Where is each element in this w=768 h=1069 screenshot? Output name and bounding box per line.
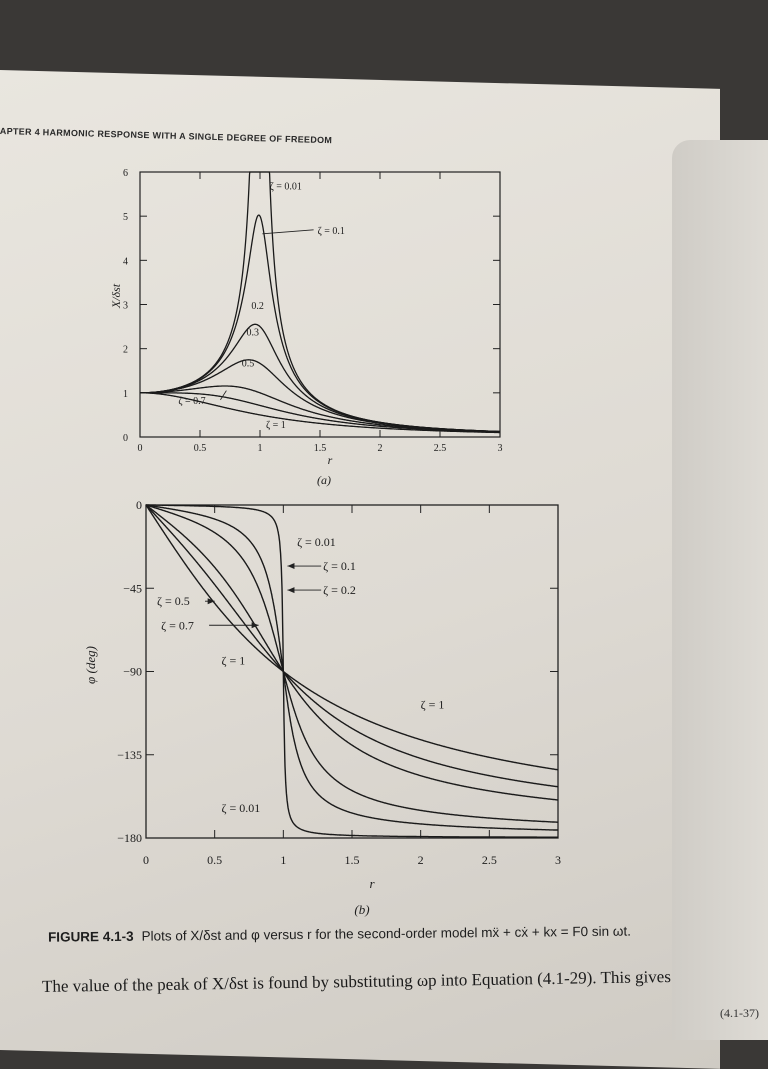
panel-b-curve-label: ζ = 0.5 <box>157 594 190 608</box>
panel-a-curve <box>140 392 500 434</box>
panel-b-ytick-label: −90 <box>123 665 142 679</box>
panel-b-label-arrowhead <box>287 587 295 594</box>
panel-a-curve <box>140 392 500 433</box>
panel-b-xtick-label: 3 <box>555 853 561 867</box>
panel-a-xtick-label: 1.5 <box>314 443 327 454</box>
panel-a-label: (a) <box>317 473 331 487</box>
panel-a-ytick-label: 0 <box>123 433 128 444</box>
panel-b-ytick-label: 0 <box>136 498 142 512</box>
panel-a-ylabel: X/δst <box>109 283 123 309</box>
panel-b-xtick-label: 1 <box>280 853 286 867</box>
panel-a: 0 0.5 1 1.5 2 2.5 3 0 1 2 3 4 5 6 ζ = 0.01 ζ = 0.1 0.2 0… <box>109 168 503 487</box>
panel-b-curve-label: ζ = 0.01 <box>297 535 336 549</box>
panel-b-curve <box>145 504 559 771</box>
panel-b-xtick-label: 0.5 <box>207 853 222 867</box>
panel-b-curve <box>146 504 558 838</box>
panel-b-label-arrowhead <box>207 598 215 605</box>
panel-b-curve <box>145 504 558 831</box>
figure-caption-label: FIGURE 4.1-3 <box>47 928 134 945</box>
next-page-edge <box>672 140 768 1040</box>
panel-a-xtick-label: 3 <box>498 443 503 454</box>
panel-b-label: (b) <box>354 902 369 917</box>
panel-b-annotation: ζ = 1 <box>421 698 445 712</box>
panel-b-ylabel: φ (deg) <box>83 646 98 684</box>
panel-a-curve-label: ζ = 1 <box>266 420 286 431</box>
panel-b-curve-label: ζ = 0.2 <box>323 583 356 597</box>
panel-b-curve-label: ζ = 1 <box>222 653 246 667</box>
panel-a-ytick-label: 5 <box>123 212 128 223</box>
panel-a-curve-label: 0.3 <box>247 327 260 338</box>
panel-b: 0 0.5 1 1.5 2 2.5 3 0 −45 −90 −135 −180 ζ = 0.01 ζ =… <box>83 498 561 917</box>
panel-b-annotation: ζ = 0.01 <box>222 801 261 815</box>
panel-a-ytick-label: 6 <box>123 168 128 179</box>
panel-a-xlabel: r <box>328 453 333 467</box>
panel-b-ytick-label: −135 <box>117 748 142 762</box>
panel-a-curve-label: 0.5 <box>242 358 255 369</box>
panel-a-curve-label: ζ = 0.01 <box>270 182 302 193</box>
panel-b-ytick-label: −180 <box>117 831 142 845</box>
panel-a-label-leader <box>262 229 314 235</box>
panel-a-curve <box>140 171 500 433</box>
panel-a-ytick-label: 4 <box>123 256 128 267</box>
panel-b-xtick-label: 2 <box>418 853 424 867</box>
panel-b-xtick-label: 0 <box>143 853 149 867</box>
panel-b-curve-label: ζ = 0.1 <box>323 559 356 573</box>
panel-b-curve <box>145 504 559 801</box>
panel-a-curve-label: ζ = 0.1 <box>318 226 345 237</box>
panel-b-curve <box>145 504 559 788</box>
panel-b-xtick-label: 1.5 <box>345 853 360 867</box>
panel-a-ytick-label: 2 <box>123 345 128 356</box>
panel-b-label-arrowhead <box>287 563 295 570</box>
panel-b-label-arrowhead <box>251 622 259 629</box>
panel-a-curve-label: ζ = 0.7 <box>178 396 205 407</box>
panel-a-ytick-label: 3 <box>123 301 128 312</box>
panel-a-curve <box>140 323 500 433</box>
panel-a-label-leader <box>220 390 227 401</box>
panel-a-xtick-label: 2 <box>378 443 383 454</box>
panel-b-frame <box>145 504 559 839</box>
panel-b-ytick-label: −45 <box>123 581 142 595</box>
panel-b-curve <box>145 504 558 823</box>
panel-b-xlabel: r <box>369 876 375 891</box>
panel-a-xtick-label: 1 <box>258 443 263 454</box>
equation-number: (4.1-37) <box>720 1006 759 1020</box>
panel-a-curve-label: 0.2 <box>251 301 264 312</box>
panel-a-ytick-label: 1 <box>123 389 128 400</box>
panel-a-xtick-label: 0.5 <box>194 443 207 454</box>
panel-b-xtick-label: 2.5 <box>482 853 497 867</box>
figure-canvas: 0 0.5 1 1.5 2 2.5 3 0 1 2 3 4 5 6 ζ = 0.01 ζ = 0.1 0.2 0… <box>83 168 561 917</box>
panel-a-xtick-label: 2.5 <box>434 443 447 454</box>
panel-b-curve-label: ζ = 0.7 <box>161 618 194 632</box>
panel-a-xtick-label: 0 <box>138 443 143 454</box>
